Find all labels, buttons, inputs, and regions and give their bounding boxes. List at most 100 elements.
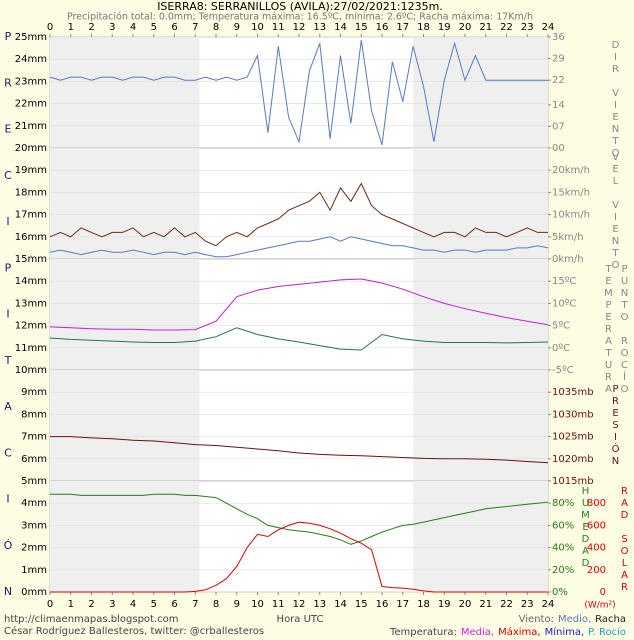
x-tick-label: 10 [251, 599, 264, 610]
legend-entry: Temperatura: [389, 627, 457, 638]
y2-tick-label: 15km/h [552, 187, 590, 198]
x-tick-label: 24 [542, 599, 555, 610]
series-line [49, 278, 549, 331]
left-letter: P [5, 261, 12, 274]
left-letter: I [6, 493, 9, 506]
y-tick-label: 3mm [21, 520, 47, 531]
x-tick-label: 17 [396, 599, 409, 610]
y2-tick-label: 10ºC [552, 298, 576, 309]
y-tick-label: 17mm [15, 210, 47, 221]
x-tick-label: 0 [47, 599, 53, 610]
y2-tick-label: 1020mb [552, 454, 594, 465]
x-tick-label: 12 [293, 22, 306, 33]
y3-tick-label: 400 [587, 543, 606, 554]
y2-tick-label: 10km/h [552, 210, 590, 221]
x-axis-label: Hora UTC [277, 614, 324, 625]
y2-tick-label: 5ºC [552, 321, 570, 332]
y2-tick-label: 60% [552, 520, 574, 531]
hum-label: HUMEDAD [580, 486, 591, 570]
x-tick-label: 6 [171, 599, 177, 610]
left-letter: C [4, 446, 12, 459]
x-tick-label: 4 [130, 22, 136, 33]
x-tick-label: 13 [313, 22, 326, 33]
legend-entry: Media, [460, 627, 495, 638]
y2-tick-label: 1015mb [552, 476, 594, 487]
x-tick-label: 21 [479, 22, 492, 33]
x-tick-label: 22 [500, 22, 513, 33]
y3-tick-label: 800 [587, 498, 606, 509]
left-letter: C [4, 169, 12, 182]
x-tick-label: 3 [109, 599, 115, 610]
y2-tick-label: 20km/h [552, 165, 590, 176]
footer-line: http://climaenmapas.blogspot.com [4, 614, 179, 625]
y2-tick-label: 00 [552, 143, 565, 154]
y2-tick-label: 20% [552, 565, 574, 576]
chart-title: ISERRA8: SERRANILLOS (AVILA):27/02/2021:… [157, 0, 443, 13]
left-letter: Ó [4, 539, 13, 552]
y-tick-label: 5mm [21, 476, 47, 487]
legend-entry: Máxima, [498, 627, 541, 638]
y-tick-label: 23mm [15, 76, 47, 87]
y-tick-label: 13mm [15, 298, 47, 309]
y2-tick-label: 0km/h [552, 254, 584, 265]
y2-tick-label: 40% [552, 543, 574, 554]
y-tick-label: 11mm [15, 343, 47, 354]
y-tick-label: 9mm [21, 387, 47, 398]
x-tick-label: 8 [213, 599, 219, 610]
y2-tick-label: 1030mb [552, 409, 594, 420]
x-tick-label: 20 [459, 599, 472, 610]
y2-tick-label: 36 [552, 32, 565, 43]
y3-tick-label: 0 [600, 587, 606, 598]
left-letter: N [4, 585, 12, 598]
left-letter: I [6, 308, 9, 321]
left-letter: A [4, 400, 12, 413]
rad-label: RAD SOLAR [619, 486, 630, 594]
temp-label: TEMPERATURA [603, 264, 614, 396]
y-tick-label: 20mm [15, 143, 47, 154]
series-line [50, 521, 548, 593]
x-tick-label: 6 [171, 22, 177, 33]
x-tick-label: 4 [130, 599, 136, 610]
left-letter: R [4, 76, 12, 89]
y2-tick-label: 1025mb [552, 432, 594, 443]
y-tick-label: 0mm [21, 587, 47, 598]
night-band [413, 37, 548, 148]
x-tick-label: 3 [109, 22, 115, 33]
x-tick-label: 20 [459, 22, 472, 33]
y2-tick-label: 07 [552, 121, 565, 132]
y-tick-label: 16mm [15, 232, 47, 243]
y2-tick-label: 29 [552, 54, 565, 65]
x-tick-label: 21 [479, 599, 492, 610]
left-letter: T [4, 354, 12, 367]
x-tick-label: 2 [88, 22, 94, 33]
x-tick-label: 16 [376, 22, 389, 33]
legend-entry: P. Rocío [588, 627, 626, 638]
y2-tick-label: 80% [552, 498, 574, 509]
legend-entry: Mínima, [544, 627, 585, 638]
x-tick-label: 10 [251, 22, 264, 33]
x-tick-label: 12 [293, 599, 306, 610]
subtitle: Precipitación total: 0.0mm; Temperatura … [67, 12, 533, 23]
y-tick-label: 8mm [21, 409, 47, 420]
y2-tick-label: 0ºC [552, 343, 570, 354]
legend-entry: Medio, [557, 614, 592, 625]
night-band [50, 148, 200, 259]
y-tick-label: 10mm [15, 365, 47, 376]
x-tick-label: 11 [272, 599, 285, 610]
x-tick-label: 15 [355, 22, 368, 33]
series-line [50, 436, 549, 464]
y2-tick-label: 0% [552, 587, 568, 598]
left-letter: I [6, 215, 9, 228]
series-line [49, 40, 548, 146]
y-tick-label: 24mm [15, 54, 47, 65]
night-band [50, 37, 200, 148]
left-letter: P [5, 30, 12, 43]
y-tick-label: 1mm [21, 565, 47, 576]
rad-unit: (W/m²) [584, 601, 615, 611]
y-tick-label: 21mm [15, 121, 47, 132]
y-tick-label: 7mm [21, 432, 47, 443]
x-tick-label: 16 [376, 599, 389, 610]
series-line [49, 236, 549, 258]
